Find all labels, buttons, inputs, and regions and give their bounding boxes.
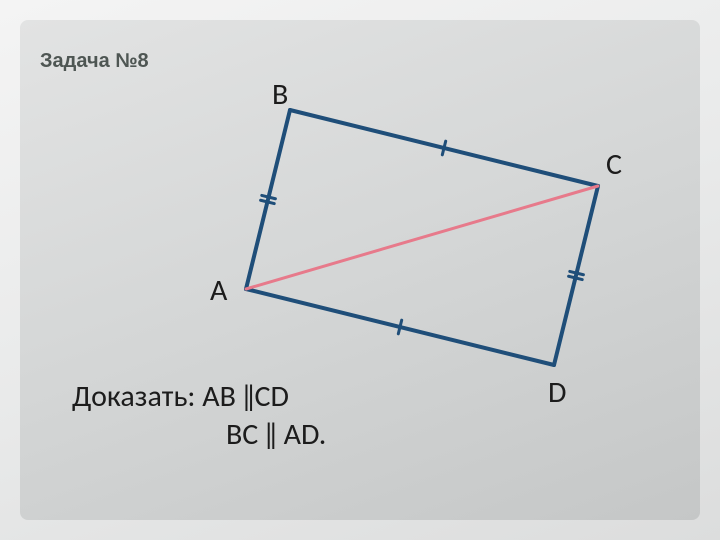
vertex-label-b: B [272, 76, 288, 113]
vertex-label-d: D [548, 374, 566, 411]
statement-line-2: ВС ǁ АD. [226, 416, 326, 454]
content-panel: Задача №8 ABCD Доказать: АВ ǁСD ВС ǁ АD. [20, 20, 700, 520]
vertex-label-a: A [210, 272, 227, 309]
proof-statement: Доказать: АВ ǁСD ВС ǁ АD. [72, 378, 326, 453]
vertex-label-c: C [606, 146, 622, 183]
statement-line-1: Доказать: АВ ǁСD [72, 378, 326, 416]
slide: Задача №8 ABCD Доказать: АВ ǁСD ВС ǁ АD. [0, 0, 720, 540]
